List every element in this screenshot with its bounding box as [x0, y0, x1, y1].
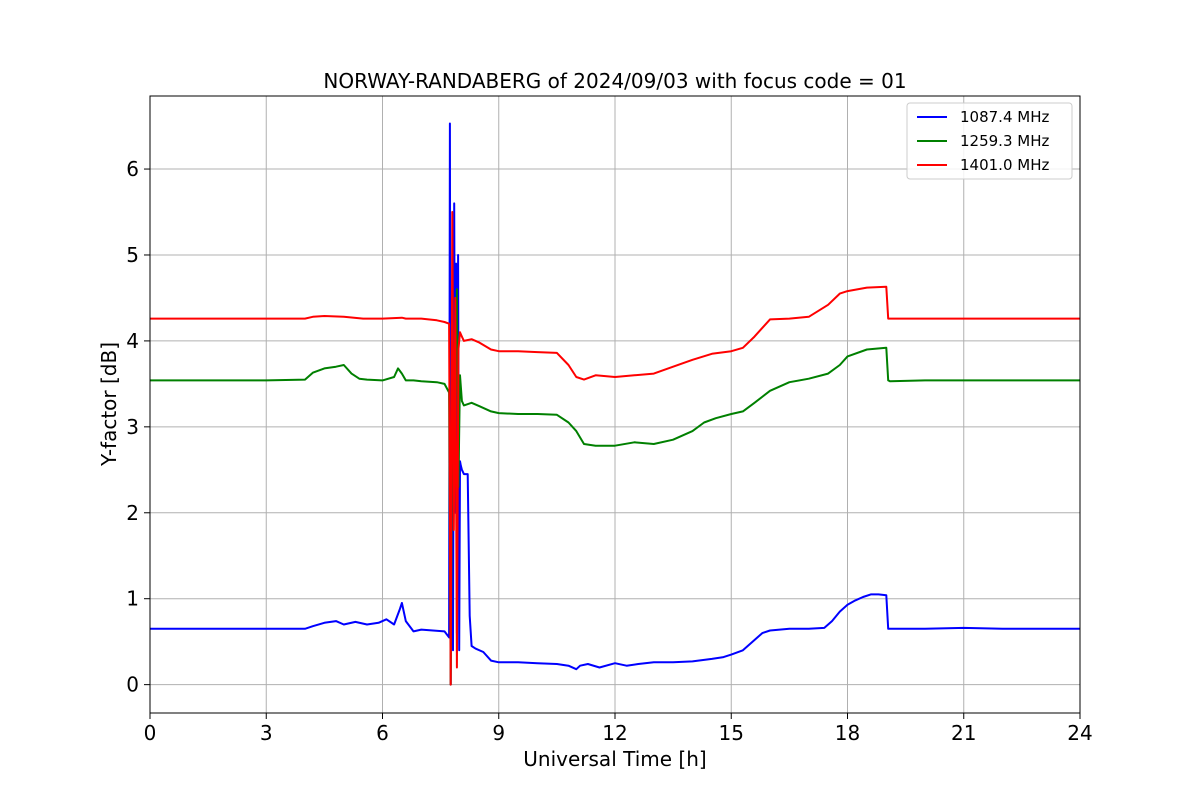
y-tick-label: 5: [126, 243, 139, 267]
x-tick-label: 0: [144, 721, 157, 745]
x-tick-label: 24: [1067, 721, 1092, 745]
y-axis-label: Y-factor [dB]: [97, 342, 121, 467]
series-line-2: [150, 211, 1080, 686]
series-line-1: [150, 288, 1080, 686]
legend-label-1: 1259.3 MHz: [960, 132, 1049, 150]
y-tick-label: 0: [126, 673, 139, 697]
x-tick-label: 12: [602, 721, 627, 745]
x-axis-ticks: 0 3 6 9 12 15 18 21 24: [144, 713, 1093, 745]
x-tick-label: 3: [260, 721, 273, 745]
x-tick-label: 9: [492, 721, 505, 745]
y-tick-label: 4: [126, 329, 139, 353]
series-lines: [150, 122, 1080, 686]
x-tick-label: 15: [719, 721, 744, 745]
legend-label-0: 1087.4 MHz: [960, 108, 1049, 126]
x-axis-label: Universal Time [h]: [523, 747, 706, 771]
chart-title: NORWAY-RANDABERG of 2024/09/03 with focu…: [323, 69, 906, 93]
x-tick-label: 18: [835, 721, 860, 745]
x-tick-label: 6: [376, 721, 389, 745]
y-tick-label: 1: [126, 587, 139, 611]
y-tick-label: 3: [126, 415, 139, 439]
y-tick-label: 2: [126, 501, 139, 525]
legend-label-2: 1401.0 MHz: [960, 156, 1049, 174]
y-axis-ticks: 0 1 2 3 4 5 6: [126, 157, 150, 697]
y-tick-label: 6: [126, 157, 139, 181]
legend: 1087.4 MHz 1259.3 MHz 1401.0 MHz: [906, 102, 1073, 180]
legend-box: [906, 102, 1073, 180]
series-line-0: [150, 122, 1080, 686]
x-tick-label: 21: [951, 721, 976, 745]
